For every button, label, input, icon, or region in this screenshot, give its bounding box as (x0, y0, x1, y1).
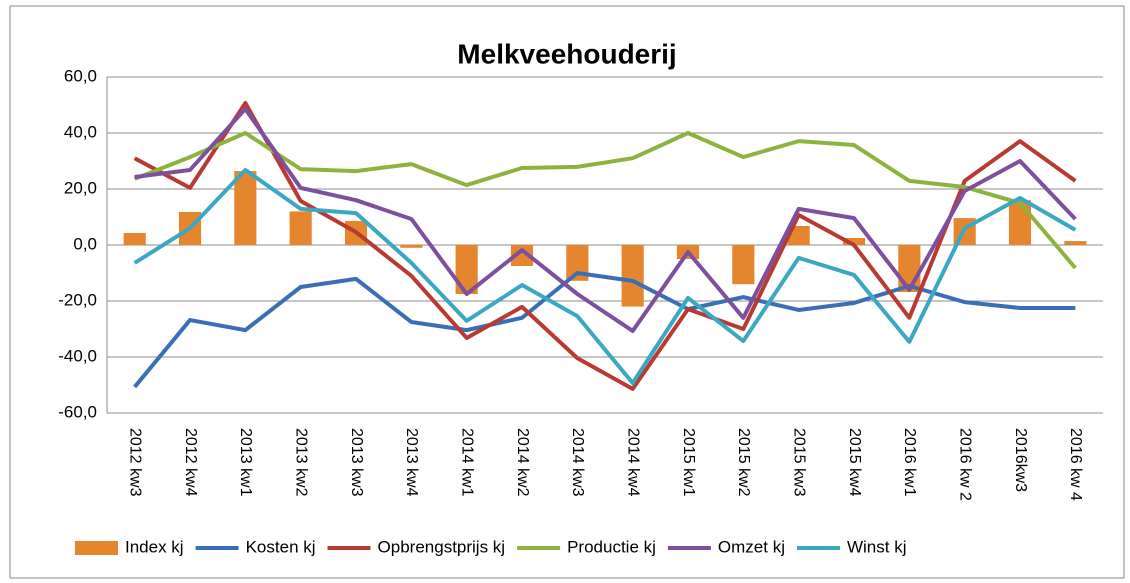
bar (234, 171, 257, 245)
legend-label: Productie kj (567, 537, 656, 556)
x-tick-label: 2016kw3 (1012, 428, 1029, 492)
bar (732, 245, 755, 285)
x-tick-label: 2014 kw3 (569, 428, 586, 497)
bar (123, 232, 146, 245)
x-tick-label: 2015 kw2 (735, 428, 752, 497)
y-tick-label: -60,0 (58, 402, 97, 421)
bar (842, 238, 866, 245)
x-tick-label: 2012 kw4 (182, 428, 199, 497)
bar (455, 245, 478, 294)
y-tick-label: -20,0 (58, 290, 97, 309)
line (133, 271, 1076, 389)
x-tick-label: 2014 kw2 (514, 428, 531, 497)
legend-label: Omzet kj (718, 537, 785, 556)
x-tick-label: 2014 kw1 (458, 428, 475, 497)
legend-label: Winst kj (847, 537, 907, 556)
line (133, 101, 1077, 391)
line (133, 167, 1077, 386)
bar (621, 245, 644, 307)
x-tick-label: 2013 kw3 (348, 428, 365, 497)
x-tick-label: 2015 kw1 (680, 428, 697, 497)
y-tick-label: 0,0 (73, 234, 97, 253)
y-tick-label: 60,0 (64, 66, 97, 85)
legend-swatch (75, 541, 118, 555)
legend-label: Index kj (125, 537, 184, 556)
y-tick-label: -40,0 (58, 346, 97, 365)
x-tick-label: 2016 kw1 (901, 428, 918, 497)
x-tick-label: 2013 kw4 (403, 428, 420, 497)
line (133, 131, 1077, 270)
y-tick-label: 20,0 (64, 178, 97, 197)
x-tick-label: 2013 kw2 (292, 428, 309, 497)
legend-label: Opbrengstprijs kj (378, 537, 506, 556)
chart-border (9, 5, 1125, 579)
line (134, 106, 1077, 333)
x-tick-label: 2016 kw 4 (1067, 428, 1084, 501)
chart-title: Melkveehouderij (457, 38, 676, 69)
bar (1008, 200, 1032, 245)
x-tick-label: 2014 kw4 (624, 428, 641, 497)
x-tick-label: 2016 kw 2 (956, 428, 973, 501)
bar (1064, 241, 1087, 245)
x-tick-label: 2012 kw3 (126, 428, 143, 497)
bar (289, 211, 312, 245)
y-tick-label: 40,0 (64, 122, 97, 141)
bar (510, 245, 534, 266)
legend-label: Kosten kj (246, 537, 316, 556)
bar (400, 245, 423, 248)
x-tick-label: 2013 kw1 (237, 428, 254, 497)
x-tick-label: 2015 kw3 (790, 428, 807, 497)
x-tick-label: 2015 kw4 (846, 428, 863, 497)
